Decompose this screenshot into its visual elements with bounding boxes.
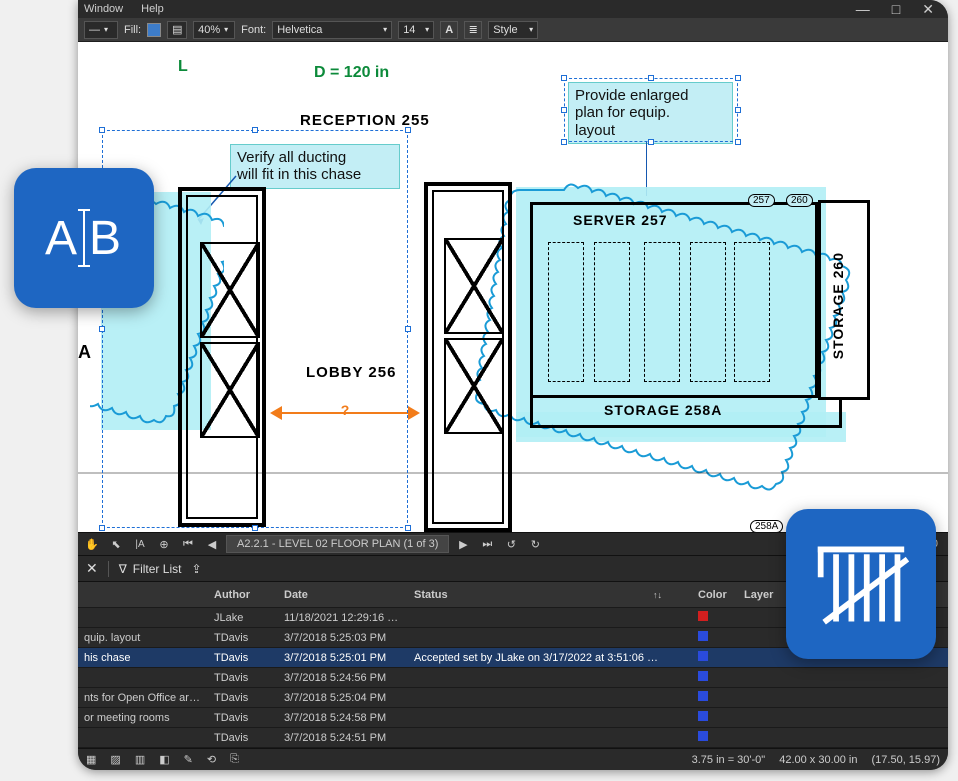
cell-color (692, 631, 738, 644)
cell-subject: nts for Open Office areas? (78, 692, 208, 704)
room-storage: STORAGE 260 (830, 252, 846, 359)
font-size-dropdown[interactable]: 14▾ (398, 21, 434, 39)
cursor-readout: (17.50, 15.97) (872, 754, 941, 766)
dim-l: L (178, 58, 188, 76)
dim-d: D = 120 in (314, 64, 389, 82)
close-icon[interactable]: ✕ (922, 1, 934, 18)
col-author[interactable]: Author (208, 589, 278, 601)
drawing-canvas[interactable]: L D = 120 in RECEPTION 255 Verify all du… (78, 42, 948, 532)
table-row[interactable]: TDavis3/7/2018 5:24:56 PM (78, 668, 948, 688)
export-icon[interactable]: ⇪ (191, 562, 201, 576)
cell-author: TDavis (208, 672, 278, 684)
cell-color (692, 671, 738, 684)
a-label: A (78, 342, 92, 363)
sync-icon[interactable]: ⟲ (207, 753, 216, 766)
next-page-icon[interactable]: ▶ (453, 535, 473, 553)
prev-page-icon[interactable]: ◀ (202, 535, 222, 553)
snap2-icon[interactable]: ◧ (159, 753, 169, 766)
room-storage-a: STORAGE 258A (604, 402, 722, 418)
sort-icon: ↑↓ (653, 590, 662, 600)
menubar: Window Help — □ ✕ (78, 0, 948, 18)
format-toolbar: — ▾ Fill: ▤ 40%▾ Font: Helvetica▾ 14▾ A … (78, 18, 948, 42)
cell-date: 3/7/2018 5:24:58 PM (278, 712, 408, 724)
align-icon[interactable]: ≣ (464, 21, 482, 39)
rotate-cw-icon[interactable]: ↻ (525, 535, 545, 553)
cell-color (692, 651, 738, 664)
panel-close-icon[interactable]: ✕ (86, 560, 98, 577)
minimize-icon[interactable]: — (856, 1, 870, 18)
fill-swatch[interactable] (147, 23, 161, 37)
cell-subject: his chase (78, 652, 208, 664)
cell-subject: or meeting rooms (78, 712, 208, 724)
col-color[interactable]: Color (692, 589, 738, 601)
scale-readout: 3.75 in = 30'-0" (692, 754, 766, 766)
cell-color (692, 731, 738, 744)
grid2-icon[interactable]: ▨ (110, 753, 120, 766)
fill-label: Fill: (124, 24, 141, 36)
cell-date: 3/7/2018 5:25:04 PM (278, 692, 408, 704)
menu-window[interactable]: Window (84, 3, 123, 15)
font-label: Font: (241, 24, 266, 36)
cell-author: JLake (208, 612, 278, 624)
first-page-icon[interactable]: ⏮ (178, 535, 198, 553)
cell-date: 3/7/2018 5:25:03 PM (278, 632, 408, 644)
cell-color (692, 711, 738, 724)
edit-icon[interactable]: ✎ (184, 753, 193, 766)
filter-icon: ∇ (119, 562, 127, 576)
tally-icon (813, 536, 909, 632)
maximize-icon[interactable]: □ (892, 1, 900, 18)
tag-257: 257 (748, 194, 775, 207)
col-date[interactable]: Date (278, 589, 408, 601)
link-icon[interactable]: ⎘ (230, 753, 239, 766)
selection-box[interactable] (564, 78, 738, 142)
fill-style-dropdown[interactable]: ▤ (167, 21, 187, 39)
table-row[interactable]: or meeting roomsTDavis3/7/2018 5:24:58 P… (78, 708, 948, 728)
cell-date: 3/7/2018 5:24:51 PM (278, 732, 408, 744)
pan-icon[interactable]: ✋ (82, 535, 102, 553)
text-tool-badge: AB (14, 168, 154, 308)
col-status[interactable]: Status↑↓ (408, 589, 668, 601)
last-page-icon[interactable]: ⏭ (477, 535, 497, 553)
col-layer[interactable]: Layer (738, 589, 786, 601)
table-row[interactable]: nts for Open Office areas?TDavis3/7/2018… (78, 688, 948, 708)
cell-date: 3/7/2018 5:24:56 PM (278, 672, 408, 684)
text-cursor-icon (83, 211, 85, 265)
count-tool-badge (786, 509, 936, 659)
cell-author: TDavis (208, 652, 278, 664)
doc-tab[interactable]: A2.2.1 - LEVEL 02 FLOOR PLAN (1 of 3) (226, 535, 449, 553)
cell-author: TDavis (208, 732, 278, 744)
cell-color (692, 611, 738, 624)
status-bar: ▦ ▨ ▥ ◧ ✎ ⟲ ⎘ 3.75 in = 30'-0" 42.00 x 3… (78, 748, 948, 770)
cell-date: 3/7/2018 5:25:01 PM (278, 652, 408, 664)
grid-icon[interactable]: ▦ (86, 753, 96, 766)
font-color-icon[interactable]: A (440, 21, 458, 39)
cell-author: TDavis (208, 632, 278, 644)
zoom-icon[interactable]: ⊕ (154, 535, 174, 553)
cell-status: Accepted set by JLake on 3/17/2022 at 3:… (408, 652, 668, 664)
table-row[interactable]: TDavis3/7/2018 5:24:51 PM (78, 728, 948, 748)
text-select-icon[interactable]: |A (130, 535, 150, 553)
line-style-dropdown[interactable]: — ▾ (84, 21, 118, 39)
cell-subject: quip. layout (78, 632, 208, 644)
cell-color (692, 691, 738, 704)
room-server: SERVER 257 (573, 212, 668, 228)
cell-date: 11/18/2021 12:29:16 PM (278, 612, 408, 624)
opacity-dropdown[interactable]: 40%▾ (193, 21, 235, 39)
tag-260: 260 (786, 194, 813, 207)
cell-author: TDavis (208, 692, 278, 704)
style-dropdown[interactable]: Style▾ (488, 21, 538, 39)
select-icon[interactable]: ⬉ (106, 535, 126, 553)
filter-list-button[interactable]: ∇ Filter List (119, 562, 182, 576)
menu-help[interactable]: Help (141, 3, 164, 15)
page-size-readout: 42.00 x 30.00 in (779, 754, 857, 766)
rotate-ccw-icon[interactable]: ↺ (501, 535, 521, 553)
cell-author: TDavis (208, 712, 278, 724)
snap-icon[interactable]: ▥ (135, 753, 145, 766)
font-family-dropdown[interactable]: Helvetica▾ (272, 21, 392, 39)
